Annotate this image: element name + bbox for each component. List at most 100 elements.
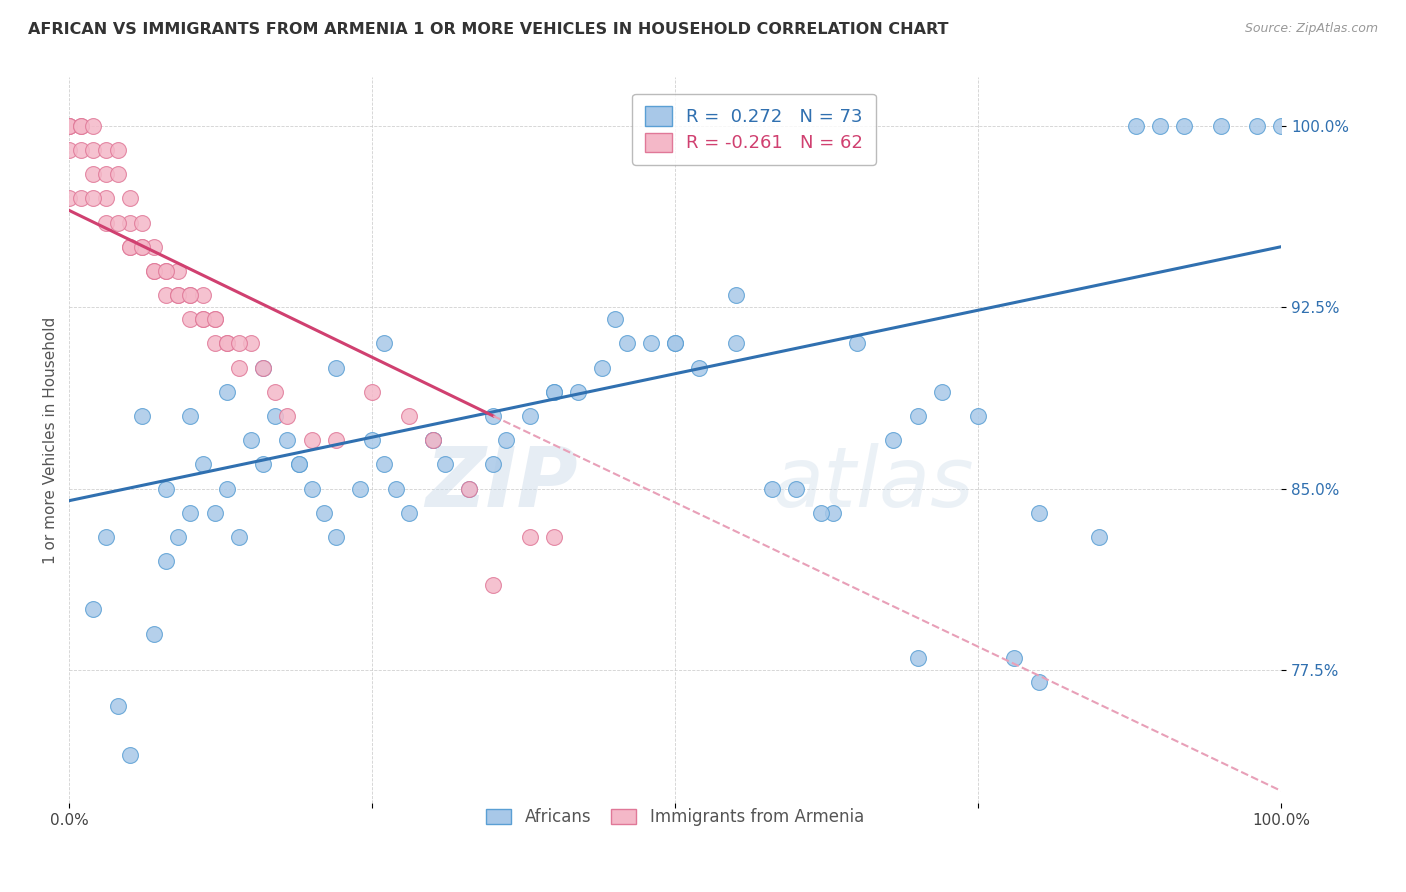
Point	[167, 288, 190, 302]
Point	[94, 143, 117, 157]
Point	[143, 264, 166, 278]
Point	[70, 143, 93, 157]
Point	[543, 384, 565, 399]
Point	[325, 433, 347, 447]
Point	[240, 336, 263, 351]
Point	[155, 264, 177, 278]
Point	[70, 119, 93, 133]
Point	[70, 191, 93, 205]
Text: Source: ZipAtlas.com: Source: ZipAtlas.com	[1244, 22, 1378, 36]
Point	[264, 409, 287, 423]
Point	[107, 699, 129, 714]
Point	[131, 240, 153, 254]
Point	[276, 433, 298, 447]
Point	[215, 384, 238, 399]
Point	[155, 554, 177, 568]
Point	[191, 458, 214, 472]
Point	[312, 506, 335, 520]
Point	[1004, 651, 1026, 665]
Point	[664, 336, 686, 351]
Point	[664, 336, 686, 351]
Point	[179, 409, 201, 423]
Point	[94, 215, 117, 229]
Point	[228, 360, 250, 375]
Point	[1125, 119, 1147, 133]
Point	[131, 215, 153, 229]
Point	[204, 336, 226, 351]
Point	[688, 360, 710, 375]
Point	[616, 336, 638, 351]
Point	[385, 482, 408, 496]
Point	[458, 482, 481, 496]
Point	[167, 530, 190, 544]
Point	[131, 409, 153, 423]
Point	[58, 119, 80, 133]
Point	[58, 191, 80, 205]
Point	[398, 409, 420, 423]
Point	[191, 312, 214, 326]
Point	[458, 482, 481, 496]
Point	[191, 288, 214, 302]
Point	[543, 384, 565, 399]
Point	[82, 602, 104, 616]
Point	[155, 482, 177, 496]
Point	[882, 433, 904, 447]
Point	[373, 458, 395, 472]
Point	[482, 578, 505, 592]
Point	[482, 458, 505, 472]
Point	[810, 506, 832, 520]
Point	[724, 336, 747, 351]
Point	[1173, 119, 1195, 133]
Point	[70, 119, 93, 133]
Point	[58, 143, 80, 157]
Point	[482, 409, 505, 423]
Point	[422, 433, 444, 447]
Point	[1270, 119, 1292, 133]
Point	[495, 433, 517, 447]
Point	[361, 384, 384, 399]
Point	[131, 240, 153, 254]
Point	[967, 409, 990, 423]
Point	[167, 288, 190, 302]
Point	[107, 167, 129, 181]
Legend: Africans, Immigrants from Armenia: Africans, Immigrants from Armenia	[478, 800, 872, 835]
Point	[422, 433, 444, 447]
Point	[82, 119, 104, 133]
Point	[252, 458, 274, 472]
Point	[821, 506, 844, 520]
Point	[591, 360, 613, 375]
Point	[373, 336, 395, 351]
Point	[761, 482, 783, 496]
Point	[567, 384, 589, 399]
Point	[240, 433, 263, 447]
Point	[276, 409, 298, 423]
Point	[845, 336, 868, 351]
Point	[1028, 506, 1050, 520]
Point	[1209, 119, 1232, 133]
Point	[252, 360, 274, 375]
Point	[361, 433, 384, 447]
Point	[143, 240, 166, 254]
Point	[1149, 119, 1171, 133]
Point	[94, 167, 117, 181]
Point	[349, 482, 371, 496]
Point	[264, 384, 287, 399]
Point	[118, 191, 141, 205]
Text: atlas: atlas	[772, 443, 974, 524]
Point	[107, 143, 129, 157]
Point	[931, 384, 953, 399]
Point	[1246, 119, 1268, 133]
Point	[179, 288, 201, 302]
Point	[204, 312, 226, 326]
Point	[155, 288, 177, 302]
Point	[167, 264, 190, 278]
Point	[640, 336, 662, 351]
Point	[94, 530, 117, 544]
Point	[118, 240, 141, 254]
Point	[215, 482, 238, 496]
Point	[228, 336, 250, 351]
Point	[118, 240, 141, 254]
Point	[118, 215, 141, 229]
Point	[1028, 675, 1050, 690]
Point	[179, 312, 201, 326]
